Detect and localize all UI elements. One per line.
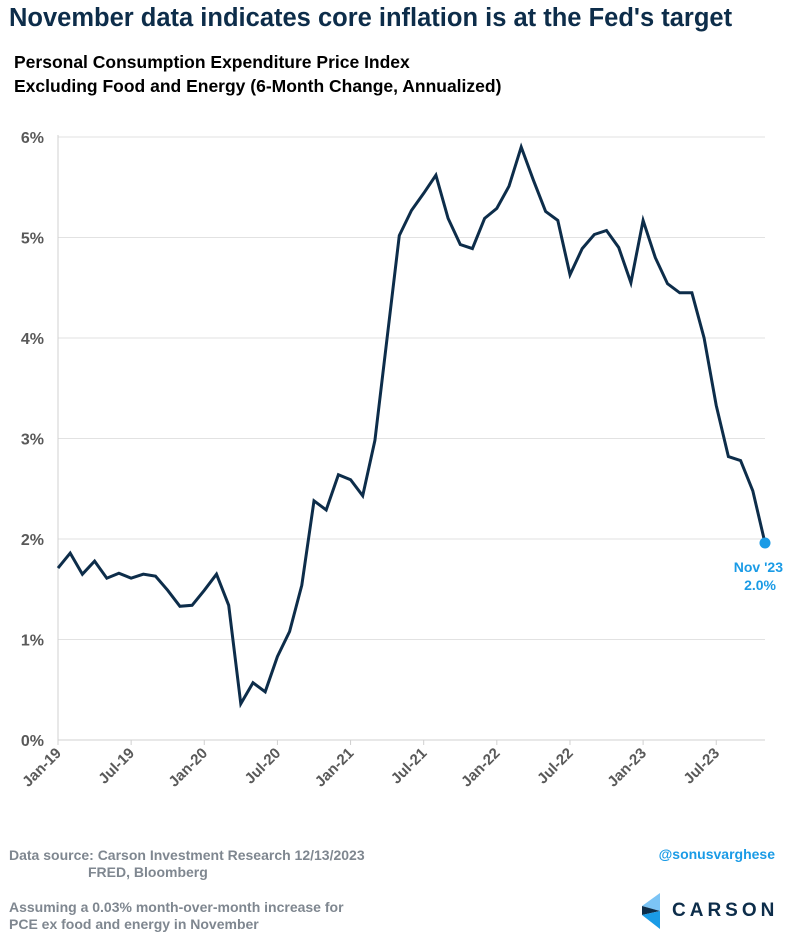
author-handle[interactable]: @sonusvarghese (658, 846, 775, 862)
y-tick-label: 3% (21, 432, 44, 449)
x-tick-label: Jul-19 (95, 745, 138, 788)
y-tick-label: 2% (21, 532, 44, 549)
y-tick-label: 1% (21, 633, 44, 650)
chart-subtitle-line-2: Excluding Food and Energy (6-Month Chang… (14, 76, 502, 96)
chart-headline: November data indicates core inflation i… (9, 4, 733, 32)
x-tick-label: Jul-23 (680, 745, 723, 788)
y-tick-label: 0% (21, 733, 44, 750)
y-tick-label: 6% (21, 130, 44, 147)
y-tick-label: 4% (21, 331, 44, 348)
annotation-label: Nov '23 (734, 559, 783, 575)
x-tick-label: Jan-23 (604, 745, 650, 791)
x-tick-label: Jan-20 (165, 745, 211, 791)
pce-line (56, 142, 767, 709)
x-tick-label: Jan-19 (19, 745, 65, 791)
carson-logo-icon (642, 893, 660, 929)
footnote-line-2: PCE ex food and energy in November (9, 916, 259, 932)
annotation-value: 2.0% (744, 577, 776, 593)
x-tick-label: Jan-22 (458, 745, 504, 791)
data-source-line-2: FRED, Bloomberg (88, 864, 208, 880)
x-tick-label: Jul-22 (534, 745, 577, 788)
line-chart: 0% 1% 2% 3% 4% 5% 6% Jan-19 Jul-19 Jan-20 Jul-20 Ja… (19, 130, 783, 791)
footnote-line-1: Assuming a 0.03% month-over-month increa… (9, 899, 344, 915)
carson-logo: CARSON (640, 893, 778, 929)
x-tick-label: Jul-21 (388, 745, 431, 788)
carson-logo-text: CARSON (672, 900, 779, 921)
latest-data-point (759, 537, 771, 549)
y-tick-label: 5% (21, 231, 44, 248)
data-source: Data source: Carson Investment Research … (9, 847, 365, 863)
x-tick-label: Jan-21 (312, 745, 358, 791)
chart-subtitle-line-1: Personal Consumption Expenditure Price I… (14, 52, 410, 72)
x-tick-label: Jul-20 (242, 745, 285, 788)
